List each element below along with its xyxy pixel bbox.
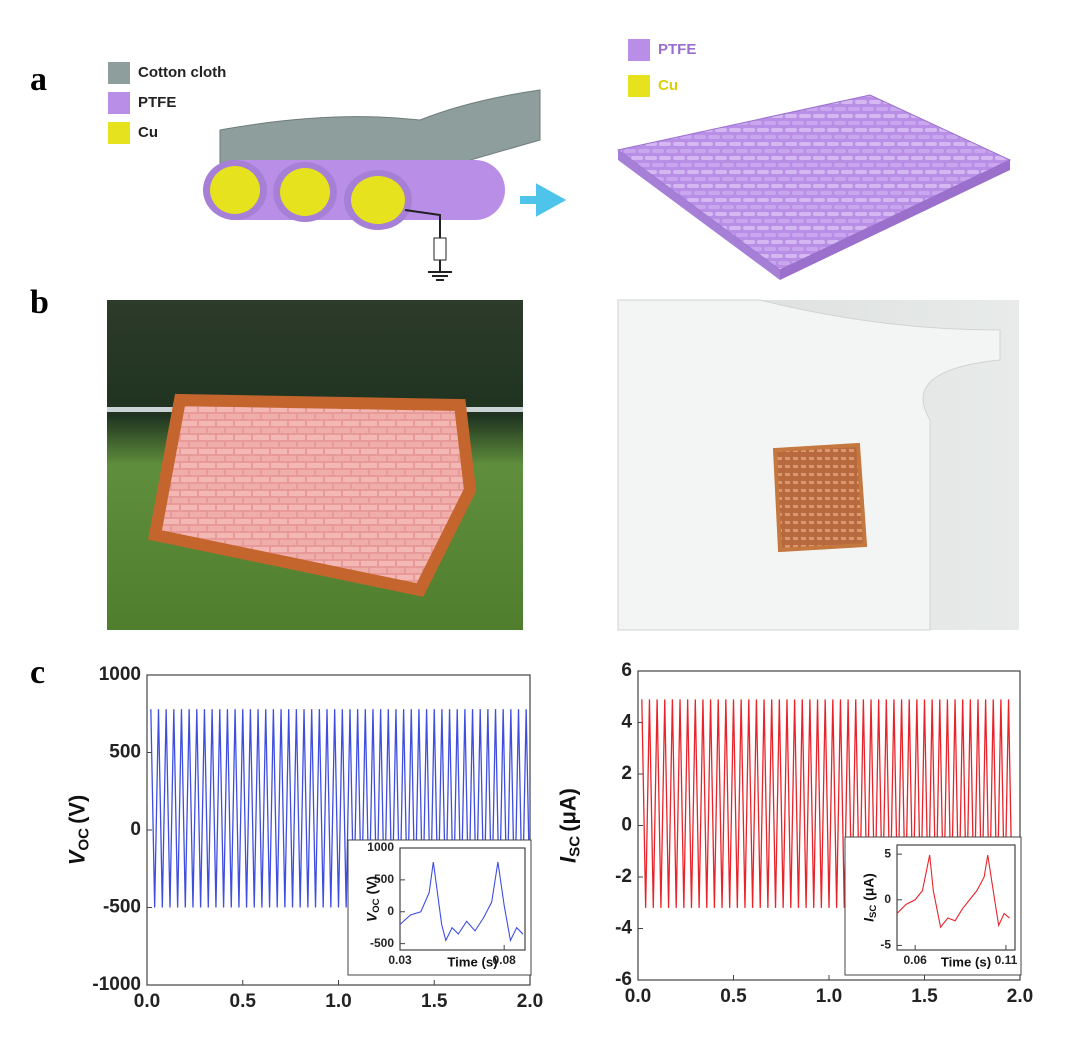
legend-label: Cotton cloth <box>138 64 226 81</box>
y-tick-label: 1000 <box>367 840 394 854</box>
plot-frame <box>399 847 526 951</box>
x-tick-label: 0.11 <box>995 953 1018 967</box>
x-tick-label: 0.03 <box>388 953 412 967</box>
y-tick-label: -4 <box>615 918 632 939</box>
x-tick-label: 0.0 <box>625 986 651 1007</box>
x-tick-label: 0.08 <box>492 953 516 967</box>
y-axis-label-part: (V) <box>364 876 379 894</box>
legend-label: PTFE <box>658 41 696 58</box>
x-tick-label: 1.5 <box>421 991 448 1012</box>
y-axis-label: ISC (μA) <box>861 873 878 922</box>
photo-coat <box>617 299 1019 631</box>
y-axis-label-part: (μA) <box>555 788 580 832</box>
x-axis-label: Time (s) <box>447 955 497 970</box>
panel-label: b <box>30 284 49 321</box>
panel-label: a <box>30 61 47 98</box>
x-axis-label: Time (s) <box>941 955 991 970</box>
x-tick-label: 0.0 <box>134 991 160 1012</box>
y-tick-label: 0 <box>387 904 394 918</box>
plot-frame <box>896 844 1016 951</box>
y-tick-label: 0 <box>130 819 141 840</box>
y-tick-label: -2 <box>615 866 632 887</box>
data-line <box>150 709 531 908</box>
legend-label: Cu <box>658 77 678 94</box>
x-tick-label: 0.5 <box>720 986 747 1007</box>
legend-swatch <box>108 62 130 84</box>
y-axis-label: ISC (μA) <box>555 788 583 863</box>
y-axis-label-part: OC <box>371 898 382 912</box>
y-tick-label: 500 <box>109 742 141 763</box>
y-axis-label-part: (V) <box>64 795 89 824</box>
y-tick-label: 6 <box>621 660 632 681</box>
arrow <box>520 183 567 217</box>
y-tick-label: 0 <box>621 815 632 836</box>
x-tick-label: 1.0 <box>325 991 351 1012</box>
fabric-diagram <box>616 94 1012 280</box>
x-tick-label: 0.06 <box>903 953 927 967</box>
y-tick-label: 0 <box>884 892 891 906</box>
y-axis-label-part: I <box>861 917 876 922</box>
legend-label: PTFE <box>138 94 176 111</box>
legend-label: Cu <box>138 124 158 141</box>
photo-outdoor <box>107 300 523 630</box>
y-tick-label: 500 <box>374 872 394 886</box>
device-diagram <box>203 89 541 281</box>
y-axis-label: VOC (V) <box>364 876 381 922</box>
legend-swatch <box>108 92 130 114</box>
data-line <box>399 861 524 943</box>
y-axis-label-part: I <box>555 856 580 863</box>
y-tick-label: 4 <box>621 712 632 733</box>
y-axis-label: VOC (V) <box>64 795 92 865</box>
x-tick-label: 0.5 <box>230 991 257 1012</box>
y-tick-label: 2 <box>621 763 632 784</box>
y-tick-label: -6 <box>615 969 632 990</box>
y-axis-label-part: (μA) <box>861 873 876 901</box>
legend-swatch <box>108 122 130 144</box>
x-tick-label: 1.0 <box>816 986 842 1007</box>
legend-swatch <box>628 75 650 97</box>
y-axis-label-part: V <box>364 911 379 922</box>
y-tick-label: 1000 <box>99 664 141 685</box>
x-tick-label: 2.0 <box>517 991 543 1012</box>
y-tick-label: -500 <box>103 897 141 918</box>
x-tick-label: 2.0 <box>1007 986 1033 1007</box>
y-tick-label: 5 <box>884 846 891 860</box>
legend-swatch <box>628 39 650 61</box>
y-tick-label: -500 <box>370 936 394 950</box>
y-tick-label: -5 <box>880 938 891 952</box>
x-tick-label: 1.5 <box>911 986 938 1007</box>
y-axis-label-part: SC <box>868 905 879 918</box>
y-axis-label-part: V <box>64 848 89 865</box>
y-tick-label: -1000 <box>92 974 141 995</box>
y-axis-label-part: OC <box>75 828 92 851</box>
data-line <box>896 854 1010 929</box>
y-axis-label-part: SC <box>566 836 583 857</box>
panel-label: c <box>30 654 45 691</box>
